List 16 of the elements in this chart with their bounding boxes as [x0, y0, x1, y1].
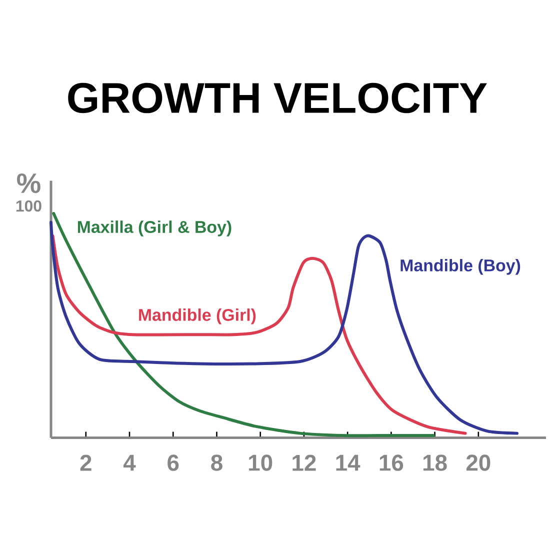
text: 100: [16, 200, 42, 212]
x-tick-label: 2: [80, 454, 92, 471]
x-tick-label: 12: [292, 454, 316, 471]
series-label: Mandible (Boy): [400, 259, 520, 275]
x-tick-label: 18: [423, 454, 447, 471]
x-tick-label: 16: [380, 454, 404, 471]
x-tick-label: 20: [466, 454, 490, 471]
chart-title: GROWTH VELOCITY: [68, 82, 487, 114]
y-axis-title: %: [17, 173, 40, 194]
x-tick-label: 10: [249, 454, 272, 471]
x-tick-label: 6: [168, 454, 179, 471]
series-label: Mandible (Girl): [139, 308, 256, 324]
x-tick-label: 8: [211, 454, 222, 471]
x-tick-label: 14: [336, 454, 360, 471]
x-tick-label: 4: [123, 454, 136, 471]
series-label: Maxilla (Girl & Boy): [78, 220, 232, 236]
